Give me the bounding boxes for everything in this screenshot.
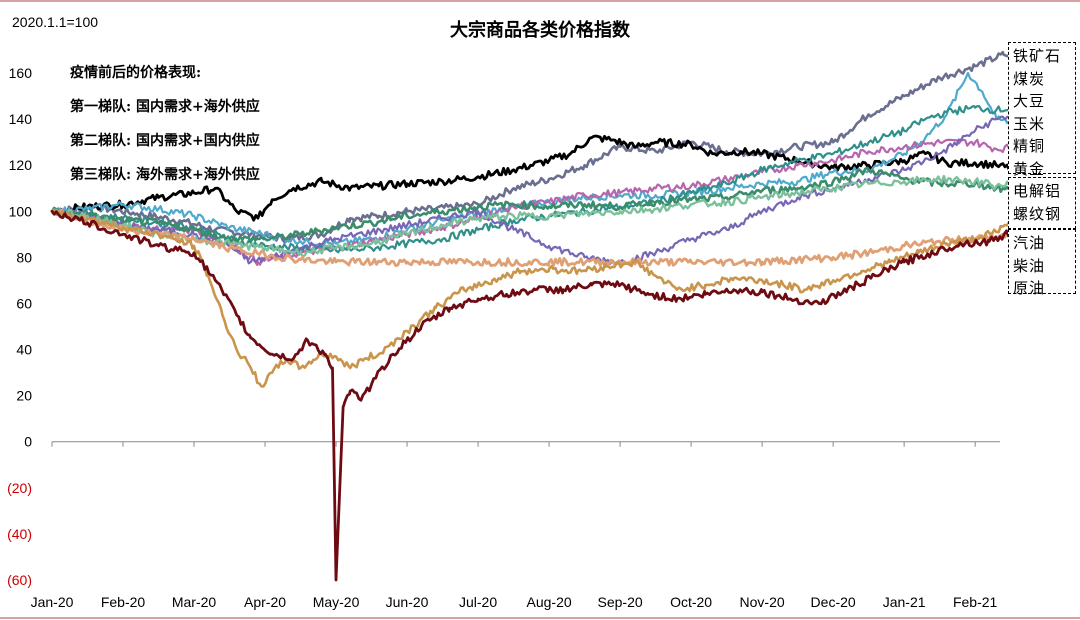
series-line-螺纹钢 <box>50 174 1019 258</box>
x-tick-label: Oct-20 <box>670 594 712 610</box>
y-tick-label: 20 <box>16 388 32 404</box>
y-tick-label: 40 <box>16 342 32 358</box>
legend-item: 汽油 <box>1013 234 1046 252</box>
y-tick-label: (60) <box>7 572 32 588</box>
series-line-电解铝 <box>50 166 1020 244</box>
x-tick-label: Jan-21 <box>883 594 926 610</box>
series-line-原油 <box>50 209 1020 582</box>
x-tick-label: Nov-20 <box>740 594 785 610</box>
legend-group-3: 汽油 柴油 原油 <box>1008 229 1076 297</box>
notes-tier2: 第二梯队: 国内需求+国内供应 <box>70 133 260 149</box>
x-tick-label: Jun-20 <box>386 594 429 610</box>
y-tick-label: 140 <box>9 111 33 127</box>
x-tick-label: Jan-20 <box>31 594 74 610</box>
base-note: 2020.1.1=100 <box>12 14 99 30</box>
y-tick-label: 0 <box>24 434 32 450</box>
notes-heading: 疫情前后的价格表现: <box>70 65 202 81</box>
series-layer <box>50 50 1020 582</box>
x-tick-label: Feb-20 <box>101 594 146 610</box>
annotation-notes: 疫情前后的价格表现: 第一梯队: 国内需求+海外供应 第二梯队: 国内需求+国内… <box>70 56 260 192</box>
x-tick-label: Sep-20 <box>598 594 643 610</box>
legend-item: 煤炭 <box>1013 69 1046 88</box>
chart-title: 大宗商品各类价格指数 <box>450 20 630 41</box>
x-tick-label: Aug-20 <box>527 594 572 610</box>
y-tick-label: (40) <box>7 526 32 542</box>
x-tick-label: Jul-20 <box>459 594 497 610</box>
legend-item: 电解铝 <box>1013 182 1062 200</box>
legend-item: 精铜 <box>1013 137 1046 155</box>
legend-item: 玉米 <box>1013 114 1046 133</box>
legend-item: 黄金 <box>1013 159 1046 178</box>
x-tick-label: May-20 <box>313 594 360 610</box>
x-tick-label: Dec-20 <box>811 594 856 610</box>
notes-tier3: 第三梯队: 海外需求+海外供应 <box>70 167 260 183</box>
legend-item: 大豆 <box>1013 92 1046 110</box>
notes-tier1: 第一梯队: 国内需求+海外供应 <box>70 99 260 115</box>
y-tick-label: 80 <box>16 249 32 265</box>
legend-group-2: 电解铝 螺纹钢 <box>1008 177 1076 229</box>
legend-group-1: 铁矿石 煤炭 大豆 玉米 精铜 黄金 <box>1008 42 1076 178</box>
x-tick-label: Feb-21 <box>953 594 998 610</box>
legend-item: 铁矿石 <box>1013 47 1062 65</box>
y-tick-label: (20) <box>7 480 32 496</box>
x-tick-label: Mar-20 <box>172 594 217 610</box>
series-line-汽油 <box>50 208 1020 268</box>
y-tick-label: 60 <box>16 295 32 311</box>
y-tick-label: 160 <box>9 65 33 81</box>
y-tick-label: 100 <box>9 203 33 219</box>
series-line-黄金 <box>50 134 1020 222</box>
legend-item: 原油 <box>1013 279 1046 297</box>
series-line-铁矿石 <box>50 50 1020 244</box>
legend-item: 柴油 <box>1013 256 1046 275</box>
series-line-柴油 <box>50 208 1020 388</box>
y-tick-label: 120 <box>9 157 33 173</box>
x-tick-label: Apr-20 <box>244 594 286 610</box>
legend-item: 螺纹钢 <box>1013 204 1062 223</box>
